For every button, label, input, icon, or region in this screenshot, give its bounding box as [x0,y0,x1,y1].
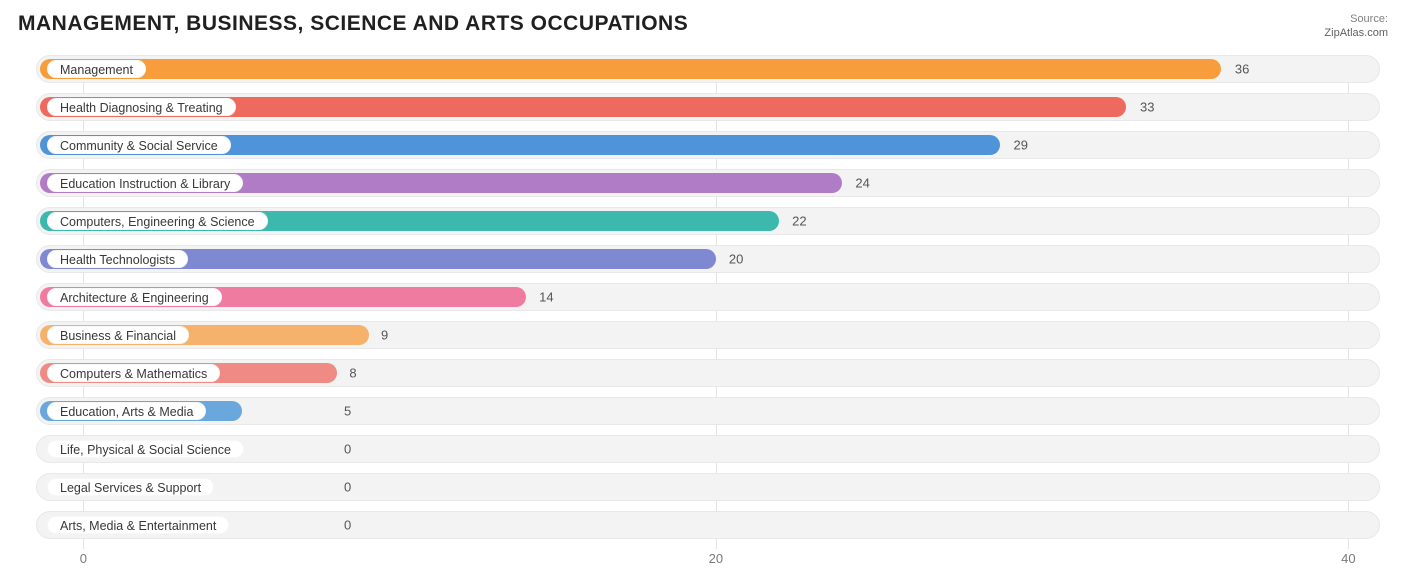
chart-title: MANAGEMENT, BUSINESS, SCIENCE AND ARTS O… [18,12,688,36]
value-label: 8 [349,365,356,380]
value-label: 0 [344,479,351,494]
bar-row: Legal Services & Support 0 [36,473,1380,501]
value-label: 14 [539,289,553,304]
bar-row: Management 36 [36,55,1380,83]
category-label: Arts, Media & Entertainment [47,516,229,534]
bar-row: Computers & Mathematics 8 [36,359,1380,387]
bar-track: Education, Arts & Media 5 [36,397,1380,425]
bar-track: Architecture & Engineering 14 [36,283,1380,311]
axis-tick: 0 [80,551,87,566]
bar-track: Health Diagnosing & Treating 33 [36,93,1380,121]
category-label: Community & Social Service [47,136,231,154]
chart: Management 36 Health Diagnosing & Treating… [18,55,1388,573]
axis-tick: 40 [1341,551,1355,566]
value-label: 33 [1140,99,1154,114]
bar-track: Computers & Mathematics 8 [36,359,1380,387]
bar-row: Business & Financial 9 [36,321,1380,349]
bar-row: Health Diagnosing & Treating 33 [36,93,1380,121]
value-label: 0 [344,441,351,456]
bar-track: Business & Financial 9 [36,321,1380,349]
bar-row: Computers, Engineering & Science 22 [36,207,1380,235]
bar-fill [40,59,1221,79]
category-label: Legal Services & Support [47,478,214,496]
bar-row: Education Instruction & Library 24 [36,169,1380,197]
bar-track: Life, Physical & Social Science 0 [36,435,1380,463]
bar-track: Community & Social Service 29 [36,131,1380,159]
bar-row: Arts, Media & Entertainment 0 [36,511,1380,539]
bar-track: Legal Services & Support 0 [36,473,1380,501]
category-label: Computers & Mathematics [47,364,220,382]
bar-row: Education, Arts & Media 5 [36,397,1380,425]
bar-rows: Management 36 Health Diagnosing & Treating… [36,55,1380,539]
chart-header: MANAGEMENT, BUSINESS, SCIENCE AND ARTS O… [18,12,1388,41]
bar-row: Architecture & Engineering 14 [36,283,1380,311]
bar-row: Community & Social Service 29 [36,131,1380,159]
category-label: Education Instruction & Library [47,174,243,192]
category-label: Computers, Engineering & Science [47,212,268,230]
value-label: 36 [1235,61,1249,76]
source-site: ZipAtlas.com [1324,27,1388,39]
value-label: 22 [792,213,806,228]
x-axis: 0 20 40 [36,549,1380,573]
bar-row: Life, Physical & Social Science 0 [36,435,1380,463]
category-label: Business & Financial [47,326,189,344]
category-label: Health Diagnosing & Treating [47,98,236,116]
category-label: Life, Physical & Social Science [47,440,244,458]
value-label: 29 [1014,137,1028,152]
value-label: 24 [855,175,869,190]
source-label: Source: [1350,13,1388,25]
category-label: Health Technologists [47,250,188,268]
bar-track: Management 36 [36,55,1380,83]
value-label: 20 [729,251,743,266]
category-label: Education, Arts & Media [47,402,206,420]
value-label: 5 [344,403,351,418]
category-label: Management [47,60,146,78]
bar-track: Education Instruction & Library 24 [36,169,1380,197]
bar-row: Health Technologists 20 [36,245,1380,273]
bar-track: Arts, Media & Entertainment 0 [36,511,1380,539]
bar-track: Health Technologists 20 [36,245,1380,273]
value-label: 9 [381,327,388,342]
value-label: 0 [344,517,351,532]
bar-track: Computers, Engineering & Science 22 [36,207,1380,235]
chart-source: Source: ZipAtlas.com [1324,12,1388,41]
category-label: Architecture & Engineering [47,288,222,306]
axis-tick: 20 [709,551,723,566]
